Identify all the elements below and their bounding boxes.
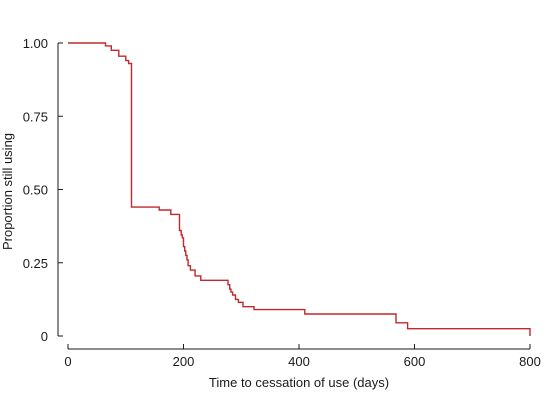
series-line-0 (68, 42, 531, 336)
x-tick-label-3: 600 (404, 354, 426, 369)
axes: 0 0.25 0.50 0.75 1.00 0 200 400 600 800 (23, 36, 541, 369)
y-tick-label-3: 0.75 (23, 109, 48, 124)
y-tick-label-4: 1.00 (23, 36, 48, 51)
x-tick-label-1: 200 (173, 354, 195, 369)
x-tick-label-0: 0 (64, 354, 71, 369)
y-tick-label-0: 0 (41, 329, 48, 344)
y-tick-label-1: 0.25 (23, 256, 48, 271)
y-ticks: 0 0.25 0.50 0.75 1.00 (23, 36, 63, 344)
x-tick-label-4: 800 (519, 354, 541, 369)
series-group (68, 42, 531, 336)
x-axis-title: Time to cessation of use (days) (209, 375, 389, 390)
x-tick-label-2: 400 (288, 354, 310, 369)
y-axis-title: Proportion still using (0, 133, 15, 250)
y-tick-label-2: 0.50 (23, 183, 48, 198)
x-ticks: 0 200 400 600 800 (64, 344, 541, 369)
